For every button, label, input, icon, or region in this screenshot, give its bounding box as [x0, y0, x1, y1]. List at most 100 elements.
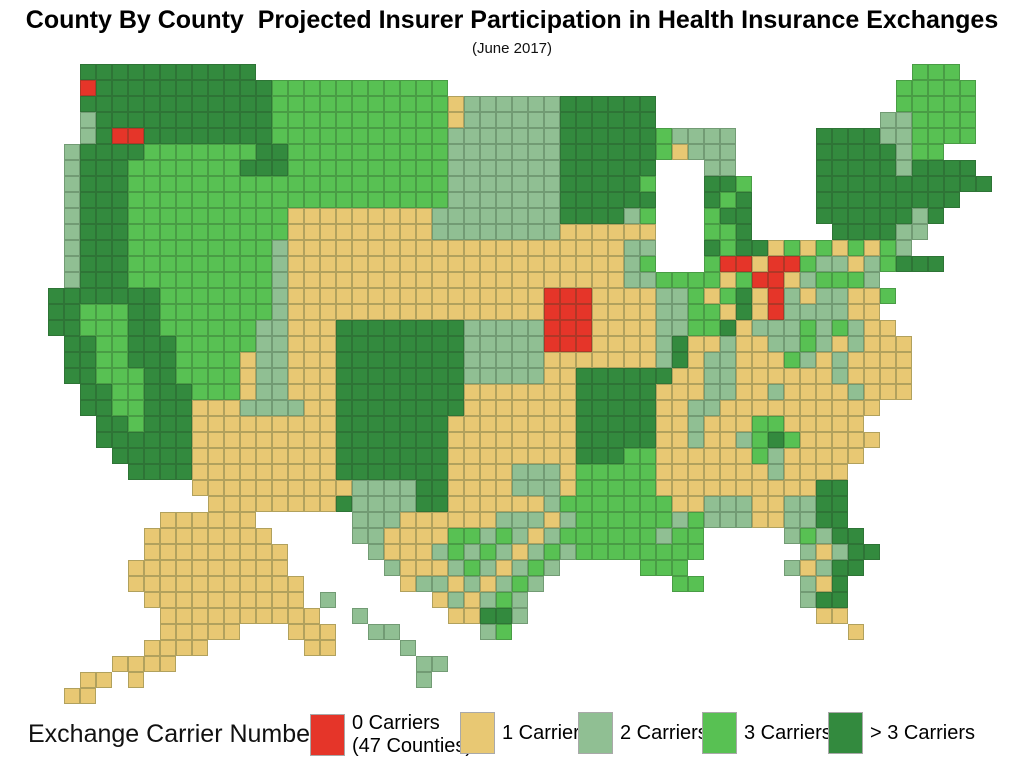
map-water-cell	[0, 464, 16, 480]
map-county-cell	[112, 192, 128, 208]
map-county-cell	[336, 416, 352, 432]
map-county-cell	[832, 336, 848, 352]
map-county-cell	[192, 224, 208, 240]
map-water-cell	[368, 576, 384, 592]
map-water-cell	[368, 608, 384, 624]
map-county-cell	[336, 112, 352, 128]
map-water-cell	[960, 240, 976, 256]
map-county-cell	[432, 320, 448, 336]
map-water-cell	[0, 416, 16, 432]
map-county-cell	[800, 400, 816, 416]
map-water-cell	[992, 384, 1008, 400]
map-county-cell	[160, 160, 176, 176]
map-water-cell	[592, 592, 608, 608]
map-county-cell	[944, 80, 960, 96]
map-county-cell	[160, 528, 176, 544]
map-water-cell	[96, 640, 112, 656]
map-water-cell	[80, 416, 96, 432]
map-county-cell	[560, 384, 576, 400]
map-county-cell	[320, 240, 336, 256]
map-county-cell	[832, 256, 848, 272]
map-county-cell	[688, 352, 704, 368]
map-water-cell	[1008, 592, 1024, 608]
map-water-cell	[944, 528, 960, 544]
map-county-cell	[672, 448, 688, 464]
map-county-cell	[448, 528, 464, 544]
map-county-cell	[80, 160, 96, 176]
map-county-cell	[704, 128, 720, 144]
map-water-cell	[976, 256, 992, 272]
map-water-cell	[992, 464, 1008, 480]
map-county-cell	[672, 416, 688, 432]
map-water-cell	[1008, 240, 1024, 256]
map-county-cell	[176, 576, 192, 592]
map-county-cell	[80, 352, 96, 368]
map-county-cell	[240, 592, 256, 608]
map-county-cell	[80, 368, 96, 384]
map-county-cell	[592, 112, 608, 128]
map-water-cell	[896, 304, 912, 320]
map-water-cell	[736, 64, 752, 80]
map-county-cell	[480, 368, 496, 384]
map-water-cell	[848, 592, 864, 608]
map-county-cell	[864, 352, 880, 368]
map-county-cell	[912, 160, 928, 176]
map-water-cell	[688, 64, 704, 80]
map-water-cell	[144, 496, 160, 512]
map-water-cell	[16, 672, 32, 688]
map-county-cell	[64, 304, 80, 320]
map-water-cell	[80, 464, 96, 480]
map-county-cell	[672, 384, 688, 400]
map-water-cell	[224, 656, 240, 672]
map-county-cell	[192, 592, 208, 608]
map-water-cell	[768, 192, 784, 208]
map-county-cell	[176, 464, 192, 480]
map-county-cell	[448, 96, 464, 112]
map-water-cell	[0, 112, 16, 128]
map-county-cell	[304, 304, 320, 320]
map-water-cell	[544, 656, 560, 672]
map-county-cell	[592, 272, 608, 288]
map-county-cell	[432, 112, 448, 128]
map-county-cell	[192, 624, 208, 640]
map-water-cell	[16, 176, 32, 192]
map-water-cell	[960, 256, 976, 272]
map-county-cell	[464, 288, 480, 304]
map-county-cell	[848, 304, 864, 320]
map-county-cell	[480, 576, 496, 592]
map-county-cell	[96, 400, 112, 416]
map-county-cell	[672, 352, 688, 368]
map-county-cell	[704, 176, 720, 192]
map-county-cell	[128, 320, 144, 336]
map-county-cell	[576, 224, 592, 240]
map-county-cell	[736, 400, 752, 416]
map-water-cell	[64, 528, 80, 544]
map-water-cell	[944, 256, 960, 272]
map-water-cell	[64, 480, 80, 496]
map-water-cell	[640, 608, 656, 624]
map-water-cell	[976, 448, 992, 464]
map-county-cell	[592, 464, 608, 480]
map-county-cell	[256, 464, 272, 480]
map-county-cell	[448, 144, 464, 160]
map-water-cell	[144, 608, 160, 624]
map-county-cell	[688, 432, 704, 448]
map-county-cell	[432, 256, 448, 272]
map-county-cell	[496, 608, 512, 624]
map-water-cell	[16, 640, 32, 656]
map-county-cell	[208, 128, 224, 144]
map-county-cell	[64, 144, 80, 160]
map-county-cell	[944, 192, 960, 208]
map-county-cell	[208, 272, 224, 288]
map-county-cell	[128, 128, 144, 144]
map-water-cell	[880, 416, 896, 432]
map-water-cell	[576, 624, 592, 640]
map-county-cell	[672, 288, 688, 304]
map-county-cell	[560, 272, 576, 288]
map-water-cell	[656, 208, 672, 224]
map-county-cell	[112, 80, 128, 96]
map-water-cell	[704, 544, 720, 560]
map-county-cell	[560, 176, 576, 192]
map-county-cell	[624, 176, 640, 192]
map-county-cell	[128, 160, 144, 176]
